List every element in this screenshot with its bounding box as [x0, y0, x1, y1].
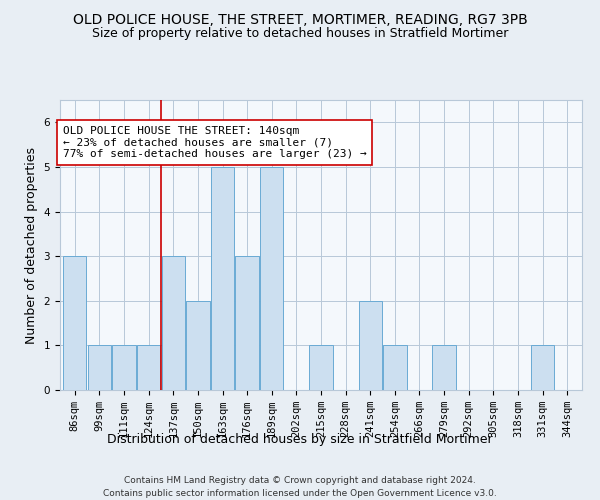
Bar	[211, 167, 234, 390]
Text: OLD POLICE HOUSE, THE STREET, MORTIMER, READING, RG7 3PB: OLD POLICE HOUSE, THE STREET, MORTIMER, …	[73, 12, 527, 26]
Bar	[161, 256, 185, 390]
Bar	[383, 346, 407, 390]
Bar	[186, 301, 209, 390]
Bar	[310, 346, 332, 390]
Bar	[88, 346, 111, 390]
Bar	[63, 256, 86, 390]
Bar	[260, 167, 283, 390]
Bar	[235, 256, 259, 390]
Bar	[531, 346, 554, 390]
Bar	[359, 301, 382, 390]
Text: Contains public sector information licensed under the Open Government Licence v3: Contains public sector information licen…	[103, 489, 497, 498]
Bar	[112, 346, 136, 390]
Text: Distribution of detached houses by size in Stratfield Mortimer: Distribution of detached houses by size …	[107, 432, 493, 446]
Text: Size of property relative to detached houses in Stratfield Mortimer: Size of property relative to detached ho…	[92, 28, 508, 40]
Y-axis label: Number of detached properties: Number of detached properties	[25, 146, 38, 344]
Text: OLD POLICE HOUSE THE STREET: 140sqm
← 23% of detached houses are smaller (7)
77%: OLD POLICE HOUSE THE STREET: 140sqm ← 23…	[63, 126, 367, 159]
Bar	[137, 346, 160, 390]
Text: Contains HM Land Registry data © Crown copyright and database right 2024.: Contains HM Land Registry data © Crown c…	[124, 476, 476, 485]
Bar	[433, 346, 456, 390]
